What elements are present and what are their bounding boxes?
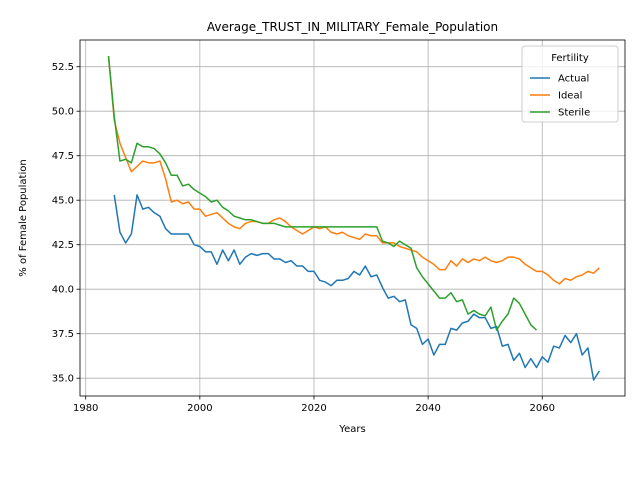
legend-title: Fertility [551,53,589,64]
grid [80,40,625,396]
legend-label-ideal: Ideal [558,91,582,102]
series-line-actual [113,194,600,381]
y-tick-label: 50.0 [52,107,74,118]
legend-label-sterile: Sterile [558,108,590,119]
chart-title: Average_TRUST_IN_MILITARY_Female_Populat… [207,20,498,34]
legend-label-actual: Actual [558,74,589,85]
x-tick-label: 2060 [530,403,555,414]
y-tick-label: 35.0 [52,374,74,385]
x-tick-label: 1980 [73,403,98,414]
y-tick-label: 40.0 [52,285,74,296]
y-tick-label: 52.5 [52,62,74,73]
x-tick-label: 2000 [187,403,212,414]
y-tick-label: 37.5 [52,329,74,340]
series-line-sterile [107,55,538,331]
y-tick-label: 47.5 [52,151,74,162]
y-tick-label: 45.0 [52,196,74,207]
series-line-ideal [107,55,600,285]
x-axis-label: Years [338,424,365,435]
x-axis: 1980 2000 2020 2040 2060 [73,396,555,414]
legend-box [521,45,619,123]
x-tick-label: 2020 [301,403,326,414]
x-tick-label: 2040 [415,403,440,414]
series-layer [107,55,600,381]
y-axis-label: % of Female Population [18,159,29,276]
legend: Fertility Actual Ideal Sterile [521,45,619,123]
y-axis: 35.0 37.5 40.0 42.5 45.0 47.5 50.0 52.5 [52,62,80,385]
y-tick-label: 42.5 [52,240,74,251]
plot-frame [79,39,626,397]
